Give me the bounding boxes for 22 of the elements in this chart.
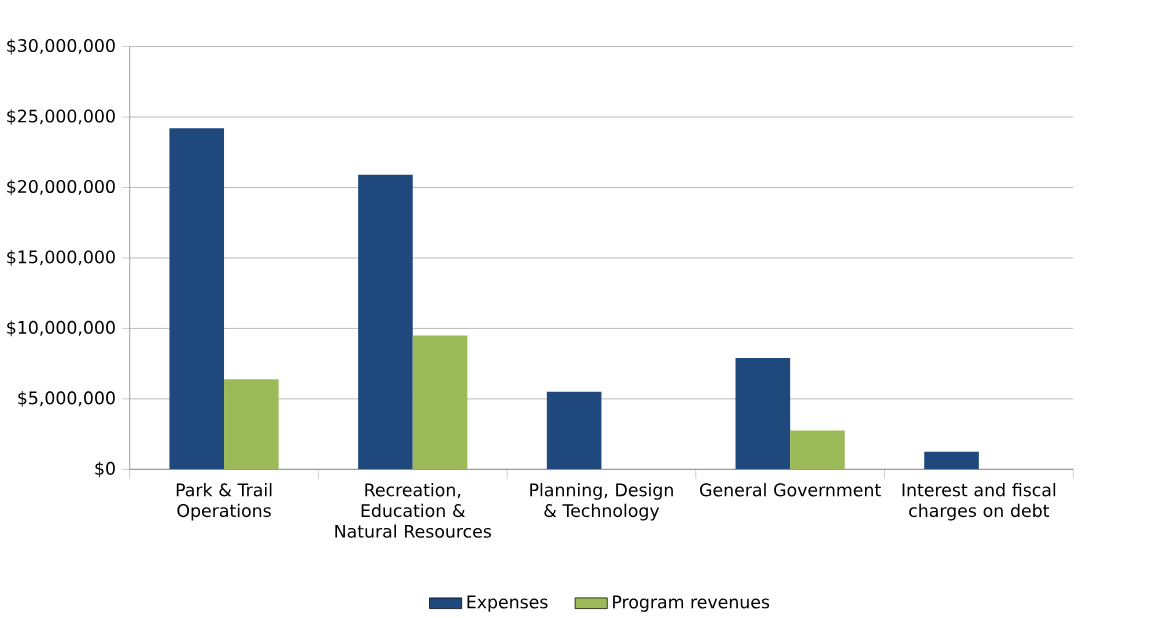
y-tick-label: $25,000,000 [7, 108, 115, 125]
legend-label: Expenses [467, 595, 548, 612]
bar [735, 357, 791, 470]
y-tick-label: $5,000,000 [18, 390, 115, 407]
bar [924, 451, 979, 470]
y-tick-label: $0 [95, 461, 115, 477]
x-tick-label: Interest and fiscal charges on debt [902, 482, 1056, 521]
bar [224, 378, 279, 470]
y-tick-label: $30,000,000 [7, 38, 115, 55]
y-tick-label: $10,000,000 [7, 320, 115, 337]
y-tick-label: $20,000,000 [7, 179, 115, 196]
legend-label: Program revenues [613, 595, 770, 612]
x-tick-label: Planning, Design & Technology [530, 482, 673, 521]
bar [546, 391, 602, 470]
y-tick-label: $15,000,000 [7, 249, 115, 266]
bar [169, 128, 225, 470]
x-tick-label: Park & Trail Operations [176, 482, 272, 521]
x-tick-label: General Government [700, 482, 881, 497]
bar [790, 430, 845, 470]
bar [358, 174, 413, 470]
bar [412, 335, 468, 470]
x-tick-label: Recreation, Education & Natural Resources [335, 482, 491, 538]
